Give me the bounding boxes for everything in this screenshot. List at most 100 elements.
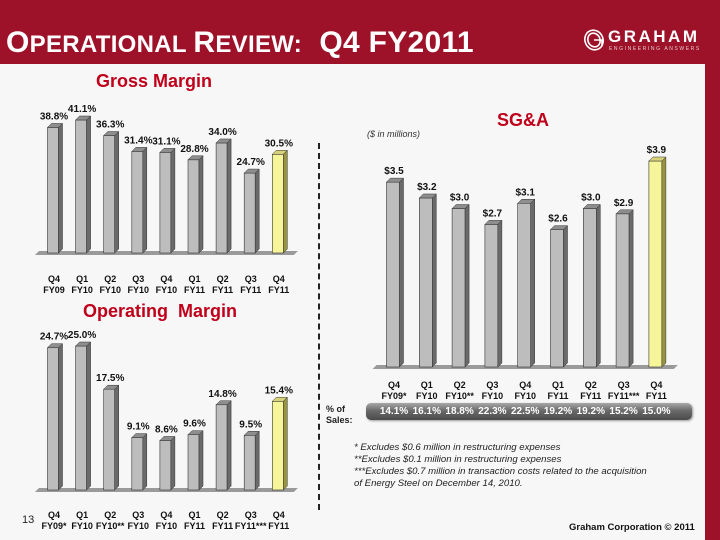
sga-bar — [648, 160, 663, 368]
gross-margin-category-label: Q3 — [245, 274, 257, 284]
operating-margin-bar-top — [46, 343, 64, 348]
operating-margin-category-label: Q1 — [76, 510, 88, 520]
operating-margin-category-label: FY09* — [41, 521, 67, 531]
sga-category-label: FY09* — [381, 391, 407, 401]
gross-margin-category-label: Q2 — [217, 274, 229, 284]
pct-of-sales-value: 14.1% — [379, 406, 409, 417]
sga-value-label: $3.0 — [450, 193, 470, 204]
sga-bar-top — [484, 220, 503, 225]
sga-bar-top — [549, 225, 569, 230]
operating-margin-category-label: FY11 — [212, 521, 233, 531]
pct-of-sales-value: 15.2% — [609, 406, 638, 417]
logo-wordmark: GRAHAM — [608, 27, 700, 46]
gross-margin-value-label: 34.0% — [208, 127, 236, 138]
gross-margin-bar-side — [226, 138, 232, 254]
operating-margin-category-label: FY11 — [268, 521, 289, 531]
sga-category-label: Q4 — [388, 380, 400, 390]
operating-margin-bar-side — [254, 430, 260, 491]
gross-margin-bar-top — [187, 155, 204, 161]
sga-category-label: Q4 — [650, 380, 662, 390]
gross-margin-bar-top — [243, 168, 260, 174]
title-word-1-initial: O — [6, 26, 30, 59]
gross-margin-value-label: 31.4% — [124, 135, 152, 146]
gross-margin-bar-top — [46, 123, 64, 128]
operating-margin-value-label: 9.6% — [183, 419, 206, 430]
operating-margin-bar-top — [131, 433, 148, 438]
operating-margin-value-label: 8.6% — [155, 424, 178, 435]
gross-margin-category-label: FY09 — [43, 285, 65, 295]
page-number: 13 — [22, 514, 35, 526]
sga-category-label: FY11*** — [608, 391, 640, 401]
operating-margin-bar-top — [103, 384, 120, 390]
sga-units-note: ($ in millions) — [367, 129, 421, 139]
gross-margin-bar — [47, 127, 59, 254]
sga-category-label: Q3 — [486, 380, 498, 390]
gross-margin-category-label: Q2 — [104, 274, 116, 284]
footnote-4: of Energy Steel on December 14, 2010. — [354, 478, 523, 489]
operating-margin-bar — [75, 345, 87, 491]
gross-margin-bar — [131, 151, 144, 254]
operating-margin-bar — [271, 400, 284, 491]
sga-value-label: $2.9 — [614, 198, 634, 209]
sga-value-label: $3.2 — [417, 182, 437, 193]
sga-category-label: Q1 — [552, 380, 564, 390]
pct-of-sales-label: % of Sales: — [326, 404, 366, 426]
sga-bar-top — [451, 204, 470, 209]
operating-margin-category-label: Q3 — [245, 510, 257, 520]
logo-tagline: ENGINEERING ANSWERS — [609, 46, 701, 52]
sga-category-label: Q2 — [454, 380, 466, 390]
gross-margin-bar — [103, 135, 115, 254]
operating-margin-bar — [103, 388, 115, 491]
gross-margin-category-label: Q4 — [48, 274, 60, 284]
sga-category-label: FY11 — [646, 391, 667, 401]
gross-margin-bar-top — [215, 138, 232, 144]
operating-margin-title: Operating Margin — [83, 301, 238, 321]
gross-margin-category-label: FY10 — [71, 285, 93, 295]
sga-category-label: Q2 — [585, 380, 597, 390]
sga-bar-top — [517, 199, 536, 204]
pct-of-sales-value: 15.0% — [642, 406, 671, 417]
gross-margin-bar-side — [170, 147, 176, 254]
operating-margin-bar-top — [159, 436, 176, 441]
pct-of-sales-label-line-2: Sales: — [326, 415, 353, 425]
gross-margin-category-label: Q3 — [132, 274, 144, 284]
operating-margin-value-label: 24.7% — [40, 332, 68, 343]
operating-margin-value-label: 9.1% — [127, 422, 150, 433]
operating-margin-category-label: FY10 — [71, 521, 93, 531]
gross-margin-bar — [75, 119, 87, 254]
gross-margin-value-label: 28.8% — [180, 144, 208, 155]
operating-margin-bar-top — [271, 397, 288, 402]
sga-category-label: FY10** — [445, 391, 474, 401]
operating-margin-bar-side — [114, 384, 119, 491]
gross-margin-value-label: 24.7% — [237, 157, 265, 168]
sga-bar-top — [582, 204, 601, 209]
gross-margin-bar-side — [254, 168, 260, 254]
gross-margin-value-label: 36.3% — [96, 120, 124, 131]
operating-margin-bar-top — [74, 341, 92, 347]
title-word-2-rest: EVIEW: — [215, 31, 303, 58]
sga-bar-side — [628, 209, 634, 368]
operating-margin-bar-side — [283, 396, 288, 491]
pct-of-sales-value: 19.2% — [543, 406, 573, 417]
gross-margin-bar-top — [131, 147, 148, 152]
sga-bar-side — [497, 219, 503, 368]
operating-margin-category-label: Q1 — [188, 510, 200, 520]
sga-bar — [386, 181, 400, 368]
gross-margin-category-label: Q4 — [273, 274, 285, 284]
gross-margin-bar — [215, 142, 228, 254]
operating-margin-category-label: Q2 — [217, 510, 229, 520]
footnotes: * Excludes $0.6 million in restructuring… — [354, 442, 647, 490]
operating-margin-value-label: 15.4% — [265, 385, 293, 396]
pct-of-sales-label-line-1: % of — [326, 404, 345, 414]
gross-margin-bar-top — [74, 115, 92, 121]
sga-bar — [484, 224, 499, 368]
operating-margin-category-label: Q2 — [104, 510, 116, 520]
graham-logo: GRAHAM ENGINEERING ANSWERS — [582, 27, 700, 55]
sga-category-label: FY11 — [580, 391, 601, 401]
operating-margin-bar-side — [58, 343, 63, 491]
pct-of-sales-value: 22.5% — [511, 406, 540, 417]
pct-of-sales-value: 16.1% — [412, 406, 441, 417]
operating-margin-bar — [47, 347, 59, 491]
sga-value-label: $2.6 — [548, 214, 568, 225]
gross-margin-bar-top — [271, 150, 288, 155]
